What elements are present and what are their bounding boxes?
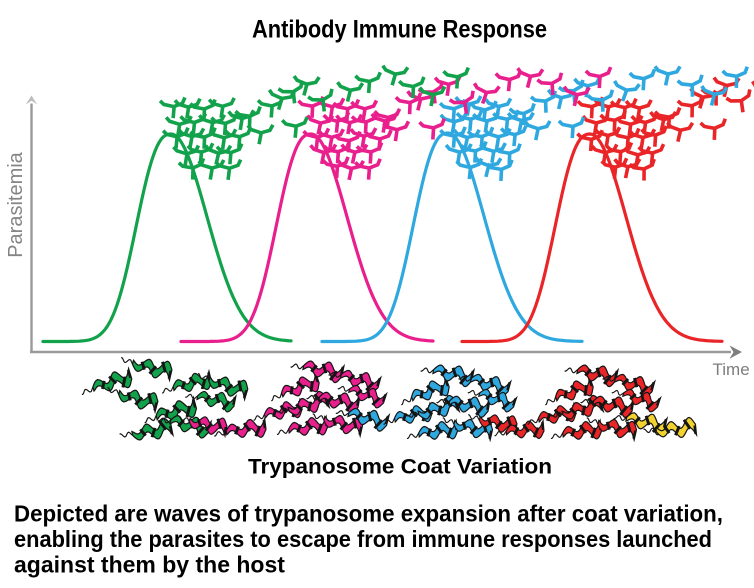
svg-text:Depicted are waves of trypanos: Depicted are waves of trypanosome expans… [14,501,723,527]
svg-text:enabling the parasites to esca: enabling the parasites to escape from im… [14,526,712,552]
svg-text:against them by the host: against them by the host [14,552,285,578]
svg-text:Antibody Immune Response: Antibody Immune Response [252,16,547,44]
svg-text:Parasitemia: Parasitemia [5,151,27,257]
svg-text:Trypanosome Coat Variation: Trypanosome Coat Variation [248,456,552,479]
svg-text:Time: Time [713,360,750,379]
